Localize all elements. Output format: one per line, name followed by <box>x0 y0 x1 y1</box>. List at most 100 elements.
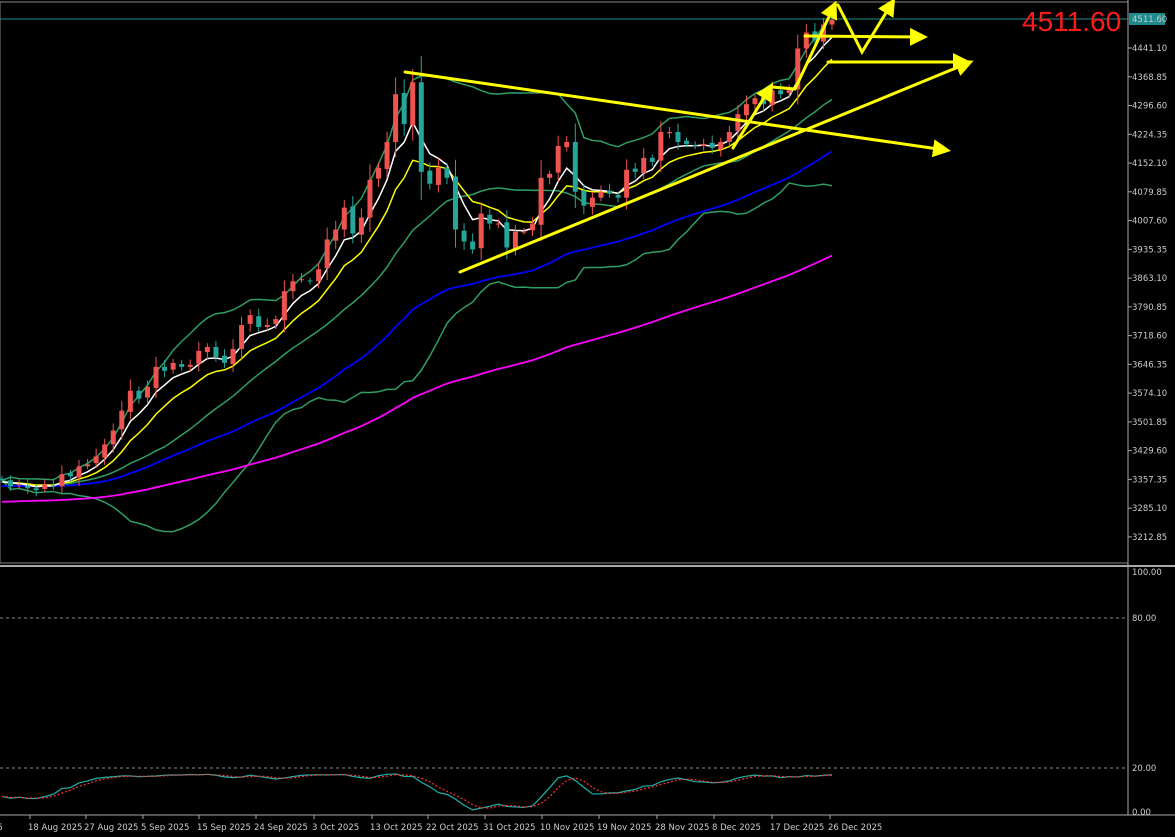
bollinger-lower <box>1 182 833 533</box>
candle <box>598 185 604 202</box>
candle <box>162 359 168 378</box>
candle <box>256 308 262 333</box>
ma-slow-line <box>1 150 833 488</box>
candle <box>42 479 48 493</box>
candle <box>427 162 433 190</box>
candle <box>401 79 407 136</box>
date-tick-label: 31 Oct 2025 <box>483 823 536 833</box>
price-tick-label: 3790.85 <box>1132 303 1167 313</box>
price-tick-label: 4079.85 <box>1132 188 1167 198</box>
price-tick-label: 3646.35 <box>1132 360 1167 370</box>
candle <box>410 69 416 141</box>
stochastic-d-line <box>1 773 833 809</box>
candle <box>487 209 493 230</box>
bollinger-middle <box>1 98 833 487</box>
price-tick-label: 3429.60 <box>1132 447 1167 457</box>
candle <box>632 163 638 179</box>
price-tick-label: 3285.10 <box>1132 504 1167 514</box>
candle <box>418 56 424 200</box>
candle <box>803 23 809 58</box>
zigzag-arrow-2[interactable] <box>793 0 838 91</box>
candle <box>16 479 22 490</box>
candle <box>470 233 476 254</box>
trend-annotations[interactable] <box>403 0 974 274</box>
candle <box>666 126 672 139</box>
candle <box>67 469 73 482</box>
candle <box>59 465 65 494</box>
candle <box>0 475 5 484</box>
stochastic-k-line <box>1 773 833 811</box>
candle <box>435 157 441 193</box>
date-tick-label: 8 Dec 2025 <box>712 823 761 833</box>
price-tick-label: 4296.60 <box>1132 102 1167 112</box>
candle <box>307 277 313 285</box>
main-plot-frame <box>0 1 1129 564</box>
candle <box>358 208 364 243</box>
candle <box>196 341 202 372</box>
zigzag-arrow-3[interactable] <box>836 0 896 56</box>
support-trendline-arrow[interactable] <box>458 59 974 274</box>
price-tick-label: 4224.35 <box>1132 130 1167 140</box>
candle <box>290 274 296 300</box>
candle <box>641 148 647 180</box>
candle <box>298 273 304 283</box>
stoch-tick-label: 100.00 <box>1132 568 1162 578</box>
candle <box>239 316 245 360</box>
current-price-badge <box>1129 13 1165 25</box>
candle <box>324 227 330 281</box>
candle <box>25 478 31 494</box>
price-tick-label: 4152.10 <box>1132 159 1167 169</box>
zigzag-arrow-1[interactable] <box>731 82 774 150</box>
candle <box>478 202 484 261</box>
candle <box>752 94 758 111</box>
candle <box>144 380 150 405</box>
candle <box>658 121 664 172</box>
price-tick-label: 3212.85 <box>1132 533 1167 543</box>
candle <box>119 401 125 440</box>
candle <box>281 280 287 333</box>
candle <box>179 359 185 371</box>
horizontal-arrow-upper[interactable] <box>803 27 928 46</box>
candle <box>136 386 142 404</box>
candle <box>786 84 792 99</box>
candle <box>607 183 613 198</box>
candle <box>718 137 724 157</box>
candle <box>555 135 561 182</box>
candle <box>572 123 578 209</box>
candle <box>726 125 732 147</box>
candle <box>444 162 450 185</box>
candle <box>564 135 570 152</box>
candle <box>589 191 595 215</box>
price-tick-label: 3574.10 <box>1132 389 1167 399</box>
resistance-trendline-arrow[interactable] <box>403 70 951 158</box>
zigzag-segment[interactable] <box>770 85 797 91</box>
candle <box>375 162 381 187</box>
stoch-tick-label: 80.00 <box>1132 614 1156 624</box>
price-tick-label: 3863.10 <box>1132 274 1167 284</box>
candle <box>581 184 587 215</box>
candle <box>624 159 630 210</box>
candle <box>820 17 826 50</box>
price-tick-label: 4511.60 <box>1132 15 1167 25</box>
candle <box>795 34 801 105</box>
candle <box>33 485 39 497</box>
date-tick-label: 19 Nov 2025 <box>597 823 651 833</box>
candle <box>649 154 655 167</box>
candle <box>367 164 373 232</box>
candle <box>778 83 784 99</box>
price-tick-label: 4007.60 <box>1132 217 1167 227</box>
candle <box>221 349 227 368</box>
candle <box>204 343 210 359</box>
date-tick-label: 28 Nov 2025 <box>655 823 709 833</box>
candle <box>8 475 14 491</box>
date-tick-label: 24 Sep 2025 <box>254 823 308 833</box>
candle <box>341 199 347 238</box>
candle <box>50 480 56 490</box>
price-tick-label: 3501.85 <box>1132 418 1167 428</box>
candle <box>264 318 270 331</box>
candle <box>530 217 536 236</box>
date-tick-label: 22 Oct 2025 <box>426 823 479 833</box>
candle <box>735 105 741 139</box>
date-tick-label: 13 Oct 2025 <box>370 823 423 833</box>
